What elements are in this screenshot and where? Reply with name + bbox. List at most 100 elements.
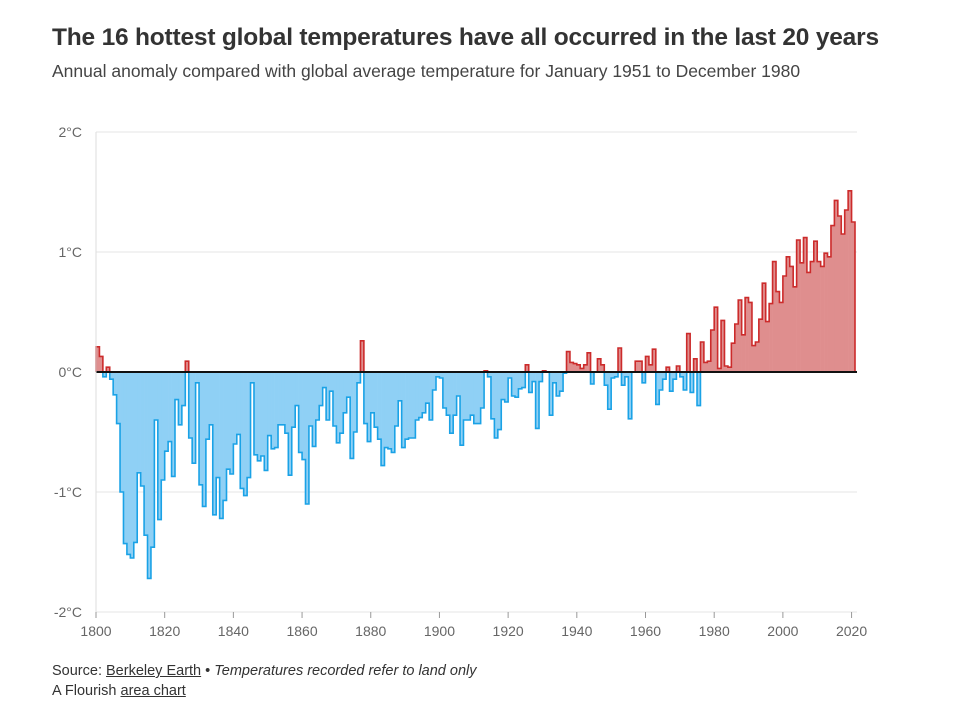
credit-prefix: A Flourish (52, 683, 117, 699)
year-bar-2012 (824, 253, 828, 372)
year-bar-1867 (326, 372, 330, 420)
year-bar-1881 (374, 372, 378, 428)
negative-anomaly-line (95, 372, 856, 580)
year-bar-1879 (367, 372, 372, 442)
year-bar-1818 (157, 372, 162, 520)
chart-subtitle: Annual anomaly compared with global aver… (52, 61, 801, 81)
year-bar-1889 (401, 372, 406, 448)
year-bar-1894 (418, 372, 423, 418)
year-bar-1929 (539, 372, 543, 382)
year-bar-1958 (638, 361, 643, 372)
year-bar-1940 (576, 364, 581, 372)
year-bar-1965 (662, 372, 667, 380)
year-bar-1805 (113, 372, 117, 395)
year-bar-1983 (724, 366, 729, 372)
year-bar-1822 (171, 372, 176, 477)
source-prefix: Source: (52, 663, 102, 679)
year-bar-1920 (508, 372, 512, 378)
year-bar-1977 (703, 362, 708, 372)
area-fill (96, 190, 856, 579)
year-bar-1985 (731, 343, 736, 372)
year-bar-1960 (645, 356, 650, 372)
year-bar-1816 (150, 372, 155, 548)
chart-title: The 16 hottest global temperatures have … (52, 24, 879, 51)
year-bar-1803 (106, 367, 111, 372)
year-bar-1830 (199, 372, 203, 485)
year-bar-1947 (600, 364, 605, 372)
year-bar-1802 (102, 372, 107, 377)
year-bar-1899 (436, 372, 440, 377)
year-bar-1938 (569, 362, 574, 372)
year-bar-1877 (360, 340, 365, 372)
year-bar-1862 (308, 372, 313, 426)
year-bar-1908 (466, 372, 471, 420)
year-bar-1863 (312, 372, 317, 447)
year-bar-1922 (514, 372, 519, 398)
year-bar-1980 (714, 307, 718, 372)
x-tick-label: 1940 (561, 623, 592, 639)
x-tick-label: 2000 (767, 623, 798, 639)
year-bar-1902 (446, 372, 451, 416)
x-tick-label: 1980 (699, 623, 730, 639)
year-bar-2011 (820, 266, 825, 372)
year-bar-1857 (291, 372, 296, 428)
y-tick-label: 2°C (59, 124, 83, 140)
year-bar-1904 (453, 372, 457, 416)
year-bar-1859 (298, 372, 303, 453)
year-bar-1951 (614, 372, 619, 377)
year-bar-1819 (161, 372, 165, 480)
year-bar-1976 (700, 342, 705, 372)
year-bar-1846 (253, 372, 258, 455)
year-bar-1828 (192, 372, 196, 464)
year-bar-2016 (837, 216, 842, 372)
year-bar-1856 (288, 372, 293, 476)
year-bar-1878 (363, 372, 368, 424)
source-note: Temperatures recorded refer to land only (214, 663, 477, 679)
year-bar-1901 (442, 372, 447, 408)
year-bar-1890 (405, 372, 409, 440)
year-bar-1838 (226, 372, 231, 470)
year-bar-1865 (319, 372, 323, 406)
x-tick-label: 1900 (424, 623, 455, 639)
year-bar-2003 (793, 286, 797, 372)
year-bar-1971 (683, 372, 688, 390)
year-bar-1861 (305, 372, 310, 504)
year-bar-1991 (751, 345, 756, 372)
year-bar-1831 (202, 372, 207, 507)
year-bar-1933 (552, 372, 557, 383)
year-bar-1992 (755, 342, 760, 372)
year-bar-1919 (504, 372, 509, 402)
year-bar-1968 (672, 372, 677, 380)
year-bar-1943 (587, 352, 591, 372)
year-bar-1903 (449, 372, 454, 434)
y-tick-label: 1°C (59, 244, 83, 260)
year-bar-1849 (264, 372, 269, 471)
year-bar-1978 (707, 361, 712, 372)
source-link[interactable]: Berkeley Earth (106, 663, 202, 679)
year-bar-1880 (370, 372, 375, 413)
year-bar-1806 (116, 372, 121, 424)
year-bar-1932 (549, 372, 554, 416)
year-bar-1897 (429, 372, 433, 420)
year-bar-1996 (769, 303, 773, 372)
credit-line: A Flourish area chart (52, 681, 476, 701)
year-bar-1984 (727, 367, 732, 372)
year-bar-2002 (789, 266, 794, 372)
year-bar-1872 (343, 372, 348, 413)
year-bar-1934 (556, 372, 560, 396)
year-bar-1853 (278, 372, 282, 425)
year-bar-1832 (205, 372, 210, 440)
year-bar-1937 (566, 351, 571, 372)
credit-link[interactable]: area chart (120, 683, 186, 699)
y-axis-ticks: 2°C 1°C 0°C -1°C -2°C (54, 124, 82, 620)
year-bar-1918 (501, 372, 505, 400)
year-bar-2006 (803, 237, 808, 372)
year-bar-1962 (652, 349, 657, 372)
year-bar-1988 (741, 334, 746, 372)
year-bar-1876 (357, 372, 361, 383)
year-bar-1852 (274, 372, 279, 448)
year-bar-1995 (765, 321, 770, 372)
year-bar-1941 (580, 368, 584, 372)
year-bar-1836 (219, 372, 224, 519)
year-bar-1944 (590, 372, 595, 384)
